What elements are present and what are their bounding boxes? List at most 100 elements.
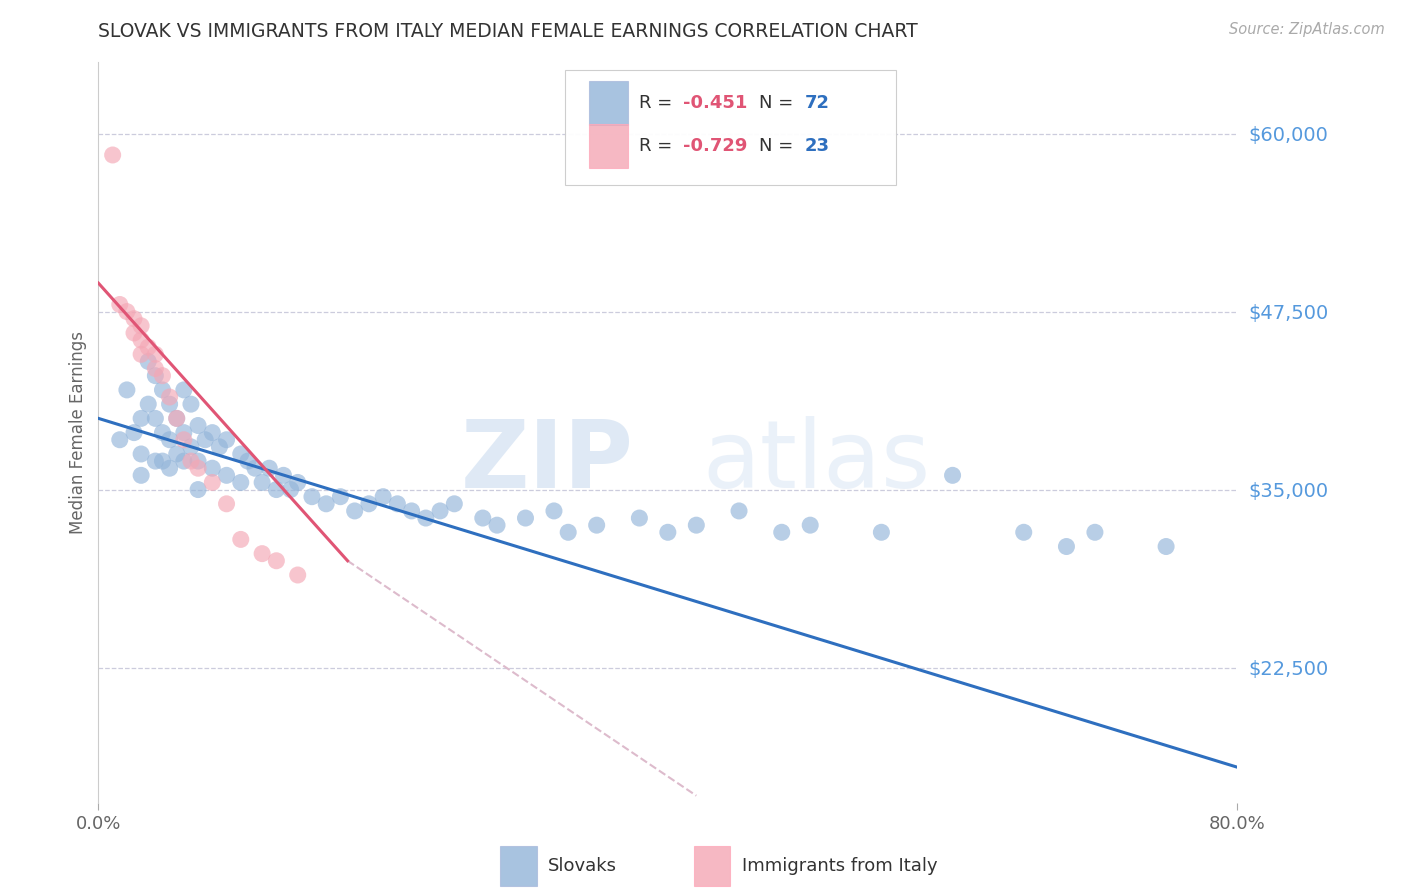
Point [129, 318, 152, 333]
Text: atlas: atlas [702, 417, 931, 508]
Point [145, 347, 167, 361]
Point [145, 361, 167, 376]
Text: 72: 72 [804, 95, 830, 112]
Point [180, 454, 202, 468]
Point [187, 418, 209, 433]
Point [329, 490, 352, 504]
Point [145, 454, 167, 468]
Point [215, 468, 238, 483]
Point [129, 411, 152, 425]
Point [145, 368, 167, 383]
Text: N =: N = [759, 137, 799, 155]
Point [129, 347, 152, 361]
Point [166, 411, 188, 425]
Point [942, 468, 965, 483]
Point [194, 433, 217, 447]
Text: N =: N = [759, 95, 799, 112]
Point [136, 340, 159, 354]
FancyBboxPatch shape [589, 124, 628, 168]
Point [287, 475, 309, 490]
Point [273, 468, 295, 483]
Point [187, 461, 209, 475]
Point [250, 475, 273, 490]
Point [343, 504, 366, 518]
Point [357, 497, 380, 511]
Point [152, 425, 174, 440]
Point [287, 568, 309, 582]
Point [301, 490, 323, 504]
Point [799, 518, 821, 533]
Point [229, 533, 252, 547]
Point [129, 468, 152, 483]
Point [201, 475, 224, 490]
Point [187, 454, 209, 468]
Point [173, 433, 195, 447]
Point [1012, 525, 1035, 540]
Point [201, 425, 224, 440]
Point [1154, 540, 1177, 554]
Point [373, 490, 395, 504]
Point [145, 411, 167, 425]
Point [166, 411, 188, 425]
Point [471, 511, 494, 525]
Text: Source: ZipAtlas.com: Source: ZipAtlas.com [1229, 22, 1385, 37]
Text: -0.451: -0.451 [683, 95, 747, 112]
Point [515, 511, 537, 525]
Text: SLOVAK VS IMMIGRANTS FROM ITALY MEDIAN FEMALE EARNINGS CORRELATION CHART: SLOVAK VS IMMIGRANTS FROM ITALY MEDIAN F… [98, 22, 918, 41]
Point [152, 383, 174, 397]
Point [208, 440, 231, 454]
Point [870, 525, 893, 540]
Point [229, 447, 252, 461]
Point [1056, 540, 1078, 554]
Point [585, 518, 607, 533]
Point [187, 483, 209, 497]
Text: R =: R = [640, 137, 678, 155]
Text: -0.729: -0.729 [683, 137, 747, 155]
Point [628, 511, 651, 525]
Point [136, 397, 159, 411]
Point [129, 333, 152, 347]
Point [280, 483, 302, 497]
Point [201, 461, 224, 475]
Point [215, 433, 238, 447]
Point [315, 497, 337, 511]
Point [173, 425, 195, 440]
Point [122, 311, 145, 326]
Point [259, 461, 281, 475]
Point [486, 518, 509, 533]
Text: Immigrants from Italy: Immigrants from Italy [742, 856, 938, 875]
Point [443, 497, 465, 511]
Point [166, 447, 188, 461]
FancyBboxPatch shape [501, 846, 537, 886]
Point [180, 440, 202, 454]
Point [1084, 525, 1107, 540]
Text: Slovaks: Slovaks [548, 856, 617, 875]
Point [136, 354, 159, 368]
Text: 23: 23 [804, 137, 830, 155]
Point [122, 425, 145, 440]
Point [173, 383, 195, 397]
Point [685, 518, 707, 533]
Point [557, 525, 579, 540]
Point [159, 433, 181, 447]
FancyBboxPatch shape [695, 846, 731, 886]
Point [152, 454, 174, 468]
Point [229, 475, 252, 490]
Point [108, 297, 131, 311]
Point [115, 304, 138, 318]
Point [770, 525, 793, 540]
Point [266, 554, 288, 568]
Text: R =: R = [640, 95, 678, 112]
Point [159, 390, 181, 404]
Point [415, 511, 437, 525]
Point [728, 504, 751, 518]
Point [108, 433, 131, 447]
Point [159, 397, 181, 411]
Point [152, 368, 174, 383]
Point [215, 497, 238, 511]
Point [115, 383, 138, 397]
Point [657, 525, 679, 540]
FancyBboxPatch shape [565, 70, 896, 185]
Y-axis label: Median Female Earnings: Median Female Earnings [69, 331, 87, 534]
Point [101, 148, 124, 162]
